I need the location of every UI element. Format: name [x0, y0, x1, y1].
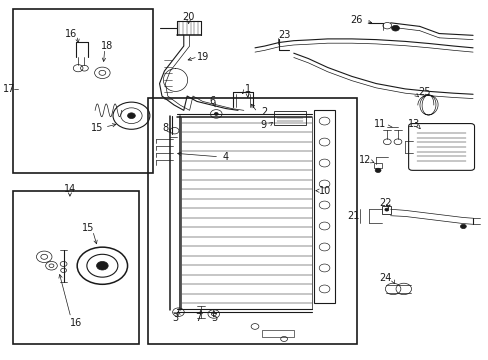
Bar [313, 111, 334, 303]
Text: 18: 18 [101, 41, 113, 51]
Text: 6: 6 [209, 96, 215, 107]
Text: 17: 17 [2, 84, 15, 94]
Circle shape [460, 224, 466, 229]
Circle shape [96, 261, 108, 270]
Text: 10: 10 [319, 186, 331, 196]
Text: 24: 24 [379, 273, 391, 283]
Bar [13, 191, 139, 344]
Text: 16: 16 [64, 28, 77, 39]
Text: 25: 25 [417, 87, 429, 98]
Text: 16: 16 [69, 318, 81, 328]
Circle shape [374, 168, 380, 172]
Bar [262, 330, 293, 337]
Circle shape [127, 113, 135, 118]
Bar [382, 206, 390, 213]
Text: 2: 2 [261, 107, 267, 117]
Text: 3: 3 [172, 312, 178, 323]
Circle shape [391, 25, 399, 31]
Text: 15: 15 [91, 123, 103, 133]
Bar [373, 163, 382, 168]
Text: 15: 15 [81, 223, 94, 233]
Text: 21: 21 [346, 211, 359, 221]
Bar [13, 9, 153, 173]
Bar [274, 111, 305, 125]
Text: 9: 9 [260, 120, 266, 130]
Text: 13: 13 [407, 118, 419, 129]
Circle shape [384, 208, 388, 211]
Text: 26: 26 [350, 15, 362, 25]
Text: 5: 5 [210, 312, 217, 323]
Text: 1: 1 [244, 84, 250, 94]
Text: 20: 20 [182, 13, 194, 22]
Text: 7: 7 [195, 312, 201, 323]
Text: 11: 11 [373, 118, 386, 129]
Bar [148, 98, 356, 344]
Text: 14: 14 [63, 184, 76, 194]
Text: 4: 4 [223, 152, 228, 162]
Text: 19: 19 [196, 52, 208, 62]
Text: 12: 12 [359, 156, 371, 165]
Text: 23: 23 [278, 30, 290, 40]
Circle shape [214, 112, 218, 115]
Text: 8: 8 [162, 123, 168, 133]
Text: 22: 22 [379, 198, 391, 208]
